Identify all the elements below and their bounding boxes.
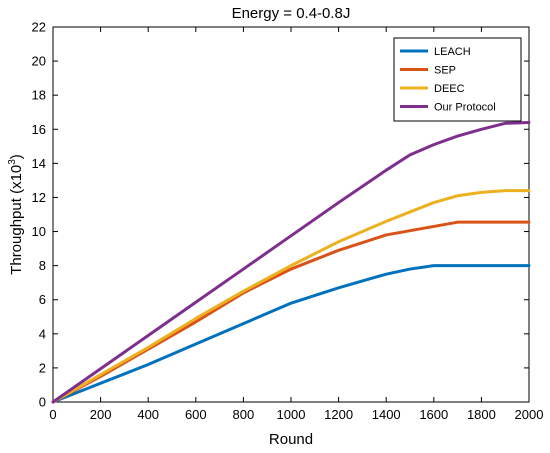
y-tick-label: 10 [32,224,46,239]
series-line-deec [51,189,531,404]
legend-label: LEACH [434,46,471,58]
y-tick-label: 12 [32,190,46,205]
chart-title: Energy = 0.4-0.8J [232,5,351,22]
x-tick-label: 1400 [372,407,401,422]
y-tick-label: 16 [32,122,46,137]
legend-items: LEACH SEP DEEC Our Protocol [400,46,496,114]
series-line-our-protocol [51,120,531,404]
y-tick-label: 20 [32,54,46,69]
x-tick-label: 400 [137,407,159,422]
y-tick-label: 0 [39,395,46,410]
legend: LEACH SEP DEEC Our Protocol [393,37,522,122]
series-line-leach [51,264,531,404]
y-axis-ticks: 0 2 4 6 8 10 12 14 16 18 20 22 [32,20,529,410]
y-axis-label-main: Throughput (x10 [8,165,25,275]
x-tick-label: 1000 [277,407,306,422]
series-lines [51,120,531,404]
x-tick-label: 1800 [467,407,496,422]
y-tick-label: 18 [32,88,46,103]
legend-label: SEP [434,65,456,77]
y-tick-label: 14 [32,156,46,171]
legend-label: Our Protocol [434,102,496,114]
x-tick-label: 1600 [419,407,448,422]
y-tick-label: 22 [32,20,46,35]
x-tick-label: 800 [233,407,255,422]
x-tick-label: 1200 [324,407,353,422]
y-tick-label: 4 [39,326,46,341]
y-tick-label: 2 [39,360,46,375]
x-axis-ticks: 0 200 400 600 800 1000 1200 1400 1600 1800 2000 [49,27,543,422]
legend-label: DEEC [434,83,465,95]
y-tick-label: 8 [39,258,46,273]
x-tick-label: 0 [49,407,56,422]
x-tick-label: 2000 [515,407,544,422]
y-axis-label-superscript: 3 [7,159,18,165]
x-axis-label: Round [269,431,313,448]
x-tick-label: 600 [185,407,207,422]
y-axis-label: Throughput (x103) [7,154,25,275]
x-tick-label: 200 [90,407,112,422]
y-tick-label: 6 [39,292,46,307]
y-axis-label-suffix: ) [8,154,25,159]
